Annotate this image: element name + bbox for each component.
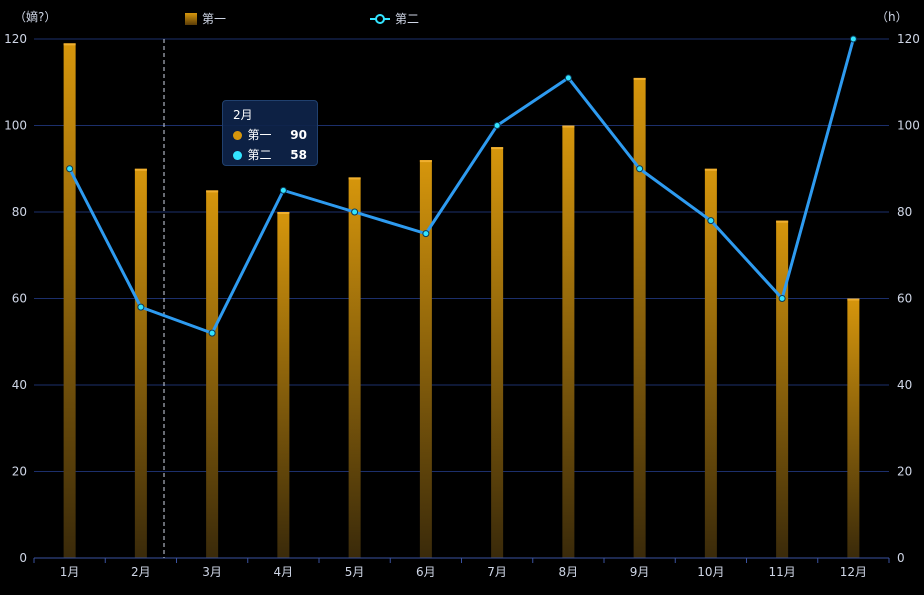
bar — [633, 77, 646, 559]
y-left-tick-label: 100 — [4, 119, 27, 133]
y-left-tick-label: 80 — [12, 205, 27, 219]
y-right-tick-label: 120 — [897, 32, 920, 46]
bar-cap — [63, 43, 76, 46]
legend-label-series-2: 第二 — [395, 12, 419, 26]
bar-cap — [704, 168, 717, 171]
bar-cap — [348, 177, 361, 180]
legend-item-series-1[interactable]: 第一 — [185, 12, 226, 26]
y-right-unit-label: （h） — [876, 10, 908, 24]
bar — [704, 168, 717, 558]
tooltip-row: 第二 58 — [233, 145, 307, 165]
bar-cap — [491, 147, 504, 150]
tooltip-series-1-name: 第一 — [247, 128, 272, 142]
x-tick-label: 7月 — [487, 565, 507, 579]
chart-tooltip: 2月 第一 90 第二 58 — [222, 100, 318, 166]
line-point — [636, 165, 644, 173]
bar-cap — [633, 77, 646, 80]
x-tick-label: 5月 — [345, 565, 365, 579]
bar-cap — [847, 298, 860, 301]
legend: 第一 第二 — [185, 12, 419, 26]
tooltip-series-1-dot-icon — [233, 130, 242, 140]
line-point — [564, 74, 572, 82]
grid-layer — [34, 38, 889, 472]
x-tick-label: 4月 — [274, 565, 294, 579]
x-tick-label: 2月 — [131, 565, 151, 579]
line-point — [279, 186, 287, 194]
bar-cap — [277, 212, 290, 214]
y-right-tick-label: 100 — [897, 119, 920, 133]
x-tick-label: 8月 — [559, 565, 579, 579]
bar — [348, 177, 361, 558]
y-left-tick-label: 20 — [12, 465, 27, 479]
bar-cap — [419, 160, 432, 163]
bar-cap — [206, 190, 219, 193]
x-tick-label: 6月 — [416, 565, 436, 579]
x-tick-label: 10月 — [697, 565, 724, 579]
tooltip-row: 第一 90 — [233, 125, 307, 145]
tooltip-series-1-value: 90 — [290, 128, 307, 142]
x-tick-label: 1月 — [60, 565, 80, 579]
line-point — [422, 230, 430, 238]
x-tick-label: 12月 — [840, 565, 867, 579]
y-left-tick-label: 120 — [4, 32, 27, 46]
line-point — [208, 329, 216, 337]
x-tick-label: 11月 — [768, 565, 795, 579]
bar-cap — [134, 168, 147, 171]
y-left-unit-label: （嫡?） — [14, 9, 56, 24]
line-layer — [66, 35, 857, 337]
bar — [419, 160, 432, 558]
tooltip-series-2-name: 第二 — [247, 148, 272, 162]
bar — [491, 147, 504, 558]
bar — [562, 125, 575, 558]
y-left-tick-label: 40 — [12, 378, 27, 392]
axis-layer: 0 20 40 60 80 100 120 0 20 40 60 80 100 120 1月 2月 3月 4月 5月… — [4, 32, 920, 579]
bar — [277, 212, 290, 558]
y-right-tick-label: 0 — [897, 551, 905, 565]
line-point — [778, 295, 786, 302]
x-tick-label: 9月 — [630, 565, 650, 579]
line-point — [493, 122, 501, 129]
legend-label-series-1: 第一 — [202, 12, 226, 26]
line-point — [707, 217, 715, 225]
bar-cap — [776, 220, 789, 223]
tooltip-series-2-dot-icon — [233, 150, 242, 160]
bar — [63, 43, 76, 558]
line-series-path — [68, 38, 855, 335]
bar-cap — [562, 125, 575, 128]
legend-point-swatch-icon — [375, 14, 385, 24]
tooltip-title: 2月 — [233, 108, 253, 122]
y-left-tick-label: 0 — [19, 551, 27, 565]
bar-layer — [63, 43, 860, 559]
y-right-tick-label: 20 — [897, 465, 912, 479]
line-point — [849, 35, 857, 43]
bar — [206, 190, 219, 558]
bar — [847, 298, 860, 558]
y-right-tick-label: 40 — [897, 378, 912, 392]
y-right-tick-label: 80 — [897, 205, 912, 219]
tooltip-series-2-value: 58 — [290, 148, 307, 162]
legend-item-series-2[interactable]: 第二 — [370, 12, 419, 26]
line-point — [66, 165, 74, 173]
bar — [134, 168, 147, 558]
line-point — [351, 208, 359, 216]
x-tick-label: 3月 — [202, 565, 222, 579]
line-point — [137, 303, 145, 311]
bar — [776, 220, 789, 558]
legend-bar-swatch-icon — [185, 13, 197, 25]
y-left-tick-label: 60 — [12, 292, 27, 306]
y-right-tick-label: 60 — [897, 292, 912, 306]
